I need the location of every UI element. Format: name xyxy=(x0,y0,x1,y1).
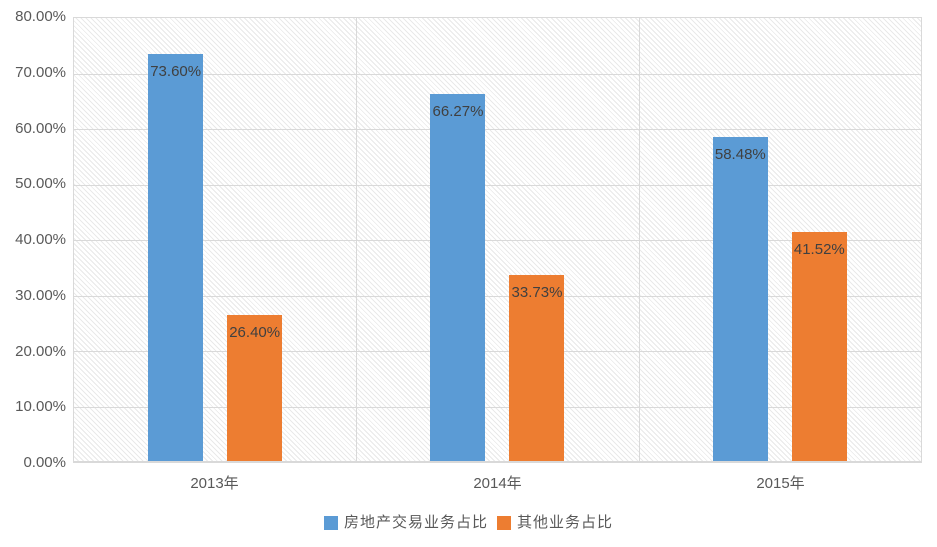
bar-series1-2014年: 66.27% xyxy=(430,94,486,462)
bar-data-label: 73.60% xyxy=(150,62,202,80)
category-group-2015年: 58.48% 41.52% xyxy=(639,18,921,462)
legend-series-name: 其他业务占比 xyxy=(517,514,614,531)
legend-item: 其他业务占比 xyxy=(497,513,613,533)
bar-series1-2013年: 73.60% xyxy=(148,53,204,462)
y-axis-tick-label: 80.00% xyxy=(15,8,66,25)
vertical-gridline xyxy=(356,18,358,462)
y-axis: 80.00% 70.00% 60.00% 50.00% 40.00% 30.00% 20.0… xyxy=(0,8,66,471)
x-axis-label-2014年: 2014年 xyxy=(473,475,522,492)
legend-series-name: 房地产交易业务占比 xyxy=(343,514,488,531)
x-axis-label-2015年: 2015年 xyxy=(756,475,805,492)
bar-data-label: 26.40% xyxy=(229,324,281,342)
x-axis-line xyxy=(73,461,922,463)
category-group-2014年: 66.27% 33.73% xyxy=(356,18,638,462)
y-axis-tick-label: 10.00% xyxy=(15,398,66,416)
bar-data-label: 33.73% xyxy=(511,283,563,301)
y-axis-tick-label: 50.00% xyxy=(15,175,66,193)
horizontal-gridline xyxy=(74,351,921,352)
legend: 房地产交易业务占比 其他业务占比 xyxy=(0,513,937,533)
horizontal-gridline xyxy=(74,240,921,241)
horizontal-gridline xyxy=(74,184,921,186)
y-axis-tick-label: 30.00% xyxy=(15,286,66,304)
bar-data-label: 41.52% xyxy=(793,240,845,258)
y-axis-tick-label: 0.00% xyxy=(23,454,66,471)
bar-series2-2015年: 41.52% xyxy=(791,231,847,462)
x-axis-label-2013年: 2013年 xyxy=(190,475,239,492)
horizontal-gridline xyxy=(74,406,921,408)
bar-data-label: 66.27% xyxy=(432,103,484,121)
y-axis-tick-label: 20.00% xyxy=(15,342,66,360)
legend-swatch-icon xyxy=(323,516,338,530)
x-axis: 2013年 2014年 2015年 xyxy=(73,472,922,496)
y-axis-tick-label: 70.00% xyxy=(15,63,66,81)
bars-layer: 73.60% 26.40% 66.27% 33.73% 58.48% 41.52% xyxy=(74,18,921,462)
y-axis-tick-label: 40.00% xyxy=(15,231,66,248)
category-group-2013年: 73.60% 26.40% xyxy=(74,18,356,462)
horizontal-gridline xyxy=(74,129,921,130)
bar-data-label: 58.48% xyxy=(714,146,766,164)
vertical-gridline xyxy=(638,18,640,462)
y-axis-tick-label: 60.00% xyxy=(15,119,66,137)
horizontal-gridline xyxy=(74,73,921,75)
plot-area: 73.60% 26.40% 66.27% 33.73% 58.48% 41.52% xyxy=(73,17,922,463)
bar-series2-2014年: 33.73% xyxy=(509,274,565,462)
bar-series2-2013年: 26.40% xyxy=(227,315,283,462)
horizontal-gridline xyxy=(74,295,921,297)
legend-item: 房地产交易业务占比 xyxy=(323,513,488,533)
bar-series1-2015年: 58.48% xyxy=(712,137,768,462)
legend-swatch-icon xyxy=(497,516,511,530)
